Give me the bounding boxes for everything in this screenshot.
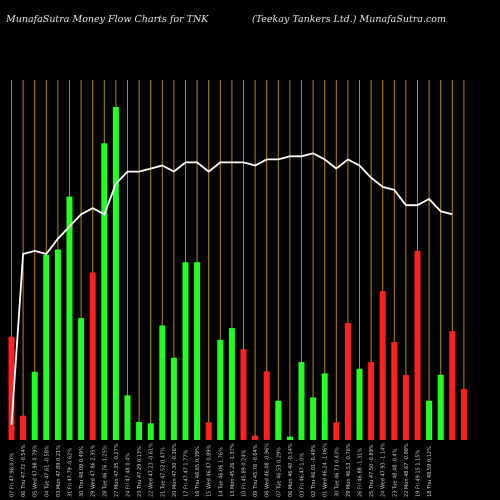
bar-0 [8, 336, 15, 440]
x-tick-label-11: 23 Thu 47.29 0.13% [137, 446, 143, 497]
chart-title-right: (Teekay Tankers Ltd.) MunafaSutra.com [252, 14, 447, 25]
bar-16 [194, 262, 201, 440]
bar-9 [112, 107, 119, 440]
x-tick-label-22: 08 Wed 46.08 -0.96% [265, 443, 271, 497]
x-tick-label-30: 26 Fri 46.88 -1.31% [358, 448, 364, 497]
bar-10 [124, 395, 131, 440]
x-tick-label-7: 29 Wed 47.86 2.35% [91, 445, 97, 497]
bar-26 [310, 397, 317, 440]
x-tick-label-6: 30 Thu 48.09 0.49% [79, 446, 85, 497]
x-tick-label-4: 03 Mon 47.89 0.21% [56, 445, 62, 497]
x-tick-label-10: 24 Fri 47.48 0.4% [126, 453, 132, 497]
bar-21 [252, 435, 259, 440]
x-tick-label-2: 05 Wed 47.98 0.79% [33, 445, 39, 497]
bar-1 [20, 415, 27, 440]
bar-37 [437, 374, 444, 440]
bar-31 [368, 362, 375, 440]
bar-34 [402, 375, 409, 440]
x-tick-label-36: 18 Thu 48.59 0.12% [427, 446, 433, 497]
bar-17 [205, 422, 212, 440]
bar-15 [182, 262, 189, 440]
bar-7 [89, 272, 96, 440]
bar-3 [43, 254, 50, 440]
money-flow-polyline [10, 152, 453, 425]
x-tick-label-35: 19 Fri 49.15 1.15% [416, 449, 422, 497]
x-tick-label-26: 02 Thu 46.01 -0.49% [311, 444, 317, 497]
x-tick-label-15: 17 Fri 47.47 1.77% [184, 449, 190, 497]
bar-5 [66, 196, 73, 440]
bar-29 [344, 323, 351, 440]
bar-4 [54, 249, 61, 440]
x-tick-label-5: 31 Fri 47.79 -0.62% [68, 448, 74, 497]
bar-24 [286, 436, 293, 440]
bar-2 [31, 371, 38, 440]
bar-32 [379, 291, 386, 440]
bar-36 [426, 400, 433, 440]
x-tick-label-25: 03 Fri 46.47 1.0% [300, 453, 306, 497]
money-flow-line [10, 152, 453, 425]
x-tick-label-21: 09 Thu 45.78 -0.64% [253, 444, 259, 497]
x-tick-label-29: 29 Mon 46.53 -0.76% [346, 443, 352, 497]
bar-8 [101, 143, 108, 440]
x-tick-label-8: 28 Tue 46.76 -1.25% [102, 445, 108, 497]
bar-18 [217, 339, 224, 440]
x-tick-label-14: 20 Mon 47.30 -0.36% [172, 443, 178, 497]
x-tick-label-24: 06 Mon 46.40 -0.14% [288, 443, 294, 497]
bar-20 [240, 349, 247, 440]
bar-27 [321, 373, 328, 440]
bars [8, 107, 467, 440]
bar-35 [414, 250, 421, 440]
x-tick-label-17: 15 Wed 46.47 0.89% [207, 445, 213, 497]
bar-6 [78, 318, 85, 440]
bar-22 [263, 371, 270, 440]
bar-14 [170, 357, 177, 440]
x-tick-label-27: 01 Wed 46.24 -1.06% [323, 443, 329, 497]
bar-23 [275, 400, 282, 440]
chart-title-left: MunafaSutra Money Flow Charts for TNK [6, 14, 209, 25]
bar-19 [228, 328, 235, 440]
x-tick-label-0: 07 Fri 47.96 0.0% [10, 453, 16, 497]
bar-25 [298, 362, 305, 440]
x-tick-label-33: 23 Tue 48.48 -0.4% [392, 448, 398, 497]
bar-39 [460, 389, 467, 440]
x-tick-label-16: 16 Thu 46.65 0.39% [195, 446, 201, 497]
bar-28 [333, 422, 340, 440]
x-tick-label-28: 30 Tue 46.73 0.43% [334, 447, 340, 497]
x-tick-label-31: 25 Thu 47.50 -0.89% [369, 444, 375, 497]
x-tick-label-1: 06 Thu 47.72 -0.54% [21, 444, 27, 497]
bar-13 [159, 325, 166, 440]
x-tick-label-18: 14 Tue 46.06 1.76% [218, 447, 224, 497]
x-tick-label-19: 13 Mon 45.26 -1.37% [230, 443, 236, 497]
bar-38 [449, 331, 456, 440]
x-tick-label-20: 10 Fri 45.89 0.24% [242, 449, 248, 497]
x-tick-label-12: 22 Wed 47.23 -0.61% [149, 443, 155, 497]
x-tick-label-9: 27 Mon 47.35 -0.27% [114, 443, 120, 497]
x-tick-label-23: 07 Tue 46.53 0.29% [276, 447, 282, 497]
bar-11 [136, 422, 143, 440]
x-tick-label-13: 21 Tue 47.52 0.47% [160, 447, 166, 497]
bar-30 [356, 368, 363, 440]
x-axis-labels: 07 Fri 47.96 0.0% 06 Thu 47.72 -0.54% 05 W… [10, 443, 434, 497]
bar-33 [391, 342, 398, 440]
x-tick-label-32: 24 Wed 47.93 -1.14% [381, 443, 387, 497]
x-tick-label-34: 22 Mon 48.67 -0.98% [404, 443, 410, 497]
x-tick-label-3: 04 Tue 47.61 -0.58% [44, 445, 50, 497]
bar-12 [147, 423, 154, 440]
